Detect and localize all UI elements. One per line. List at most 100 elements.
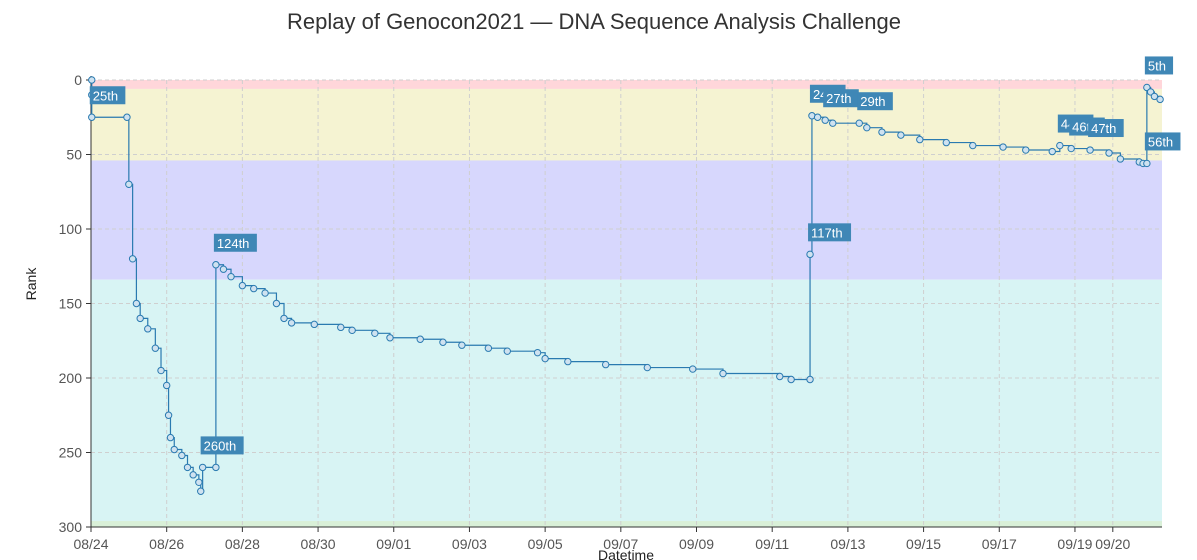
y-tick-label: 50 [66,147,82,163]
rank-point [916,135,924,144]
x-tick-label: 09/09 [679,536,714,552]
rank-point [1056,141,1064,150]
rank-point [238,281,247,290]
rank-point [878,128,886,136]
y-tick-label: 0 [74,72,82,88]
rank-label: 47th [1091,121,1116,136]
rank-point [541,354,549,363]
y-axis-label: Rank [23,267,39,301]
rank-point [386,334,394,342]
x-tick-label: 09/19 [1057,536,1092,552]
rank-point [337,323,345,332]
rank-point [280,314,288,323]
rank-point [348,326,356,335]
x-tick-labels: 08/24 08/26 08/28 08/30 09/01 09/03 09/05 09/07… [73,536,1130,552]
rank-band [91,279,1162,522]
rank-point [1143,159,1151,168]
rank-label: 260th [204,438,237,453]
rank-point [1086,146,1094,154]
rank-label: 124th [217,236,250,251]
y-tick-labels: 0 50 100 150 200 250 300 [59,72,83,535]
rank-point [821,116,829,124]
y-tick-label: 100 [59,221,83,237]
rank-point [162,381,171,390]
rank-annotations: 25th260th124th117th24th27th29th44th46th4… [89,56,1181,455]
rank-point [416,335,424,343]
rank-point [250,284,258,293]
rank-point [787,375,795,384]
rank-point [719,369,727,378]
rank-point [310,320,318,329]
rank-point [198,463,207,472]
rank-label: 27th [826,91,851,106]
rank-label: 117th [811,225,843,240]
rank-point [503,347,511,355]
rank-point [564,357,572,366]
x-tick-label: 08/30 [301,536,336,552]
rank-label-bg [857,92,893,111]
rank-point [88,113,96,121]
rank-point [183,463,192,472]
rank-point [439,338,447,346]
y-tick-label: 200 [59,370,83,386]
rank-point [287,319,296,327]
rank-point [969,141,977,150]
rank-point [458,341,466,349]
rank-point [601,360,610,369]
rank-point [863,123,871,132]
rank-point [1116,155,1125,163]
x-tick-label: 09/17 [982,536,1017,552]
rank-point [128,255,137,263]
x-tick-label: 09/20 [1095,536,1130,552]
rank-point [123,113,131,121]
rank-label: 25th [93,88,118,103]
rank-point [261,289,269,297]
rank-band [91,88,1162,161]
rank-point [1067,144,1075,153]
y-tick-label: 300 [59,519,83,535]
rank-point [1048,147,1056,156]
rank-point [1150,92,1159,101]
rank-label-bg [1144,56,1174,75]
x-tick-label: 09/15 [906,536,941,552]
rank-band [91,160,1162,280]
rank-point [371,329,379,337]
rank-point [1022,146,1030,154]
rank-point [195,478,203,486]
rank-point [1105,149,1113,157]
rank-label: 5th [1148,58,1166,73]
rank-point [136,314,144,323]
rank-point [166,433,175,442]
rank-point [212,463,220,472]
rank-point [942,138,950,147]
rank-label-bg [1088,119,1124,138]
rank-point [272,299,281,308]
rank-point [897,131,905,139]
rank-point [776,372,784,381]
x-tick-label: 09/07 [603,536,638,552]
rank-label-bg [89,86,126,105]
rank-point [643,363,652,372]
rank-label: 56th [1148,134,1173,149]
rank-point [88,76,96,84]
rank-label-bg [808,223,852,242]
rank-series-points [88,76,1164,495]
x-tick-label: 08/24 [73,536,108,552]
rank-point [151,344,160,352]
rank-point [999,143,1007,151]
x-tick-label: 09/05 [528,536,563,552]
x-tick-label: 09/11 [755,536,789,552]
y-tick-label: 250 [59,445,83,461]
rank-label-bg [823,89,859,108]
rank-point [533,348,542,357]
rank-point [212,261,220,269]
rank-band [91,80,1162,89]
rank-point [227,272,235,281]
rank-point [157,366,165,375]
rank-point [132,299,141,308]
x-axis-label: Datetime [598,547,654,560]
axes [90,76,1162,528]
rank-band [91,521,1162,527]
x-tick-label: 08/26 [149,536,184,552]
